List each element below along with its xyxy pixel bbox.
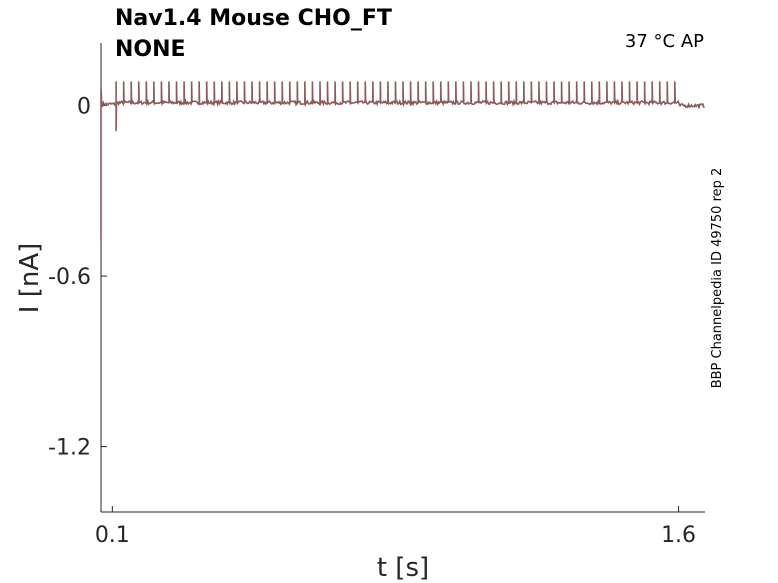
y-axis: 0 -0.6 -1.2 <box>48 43 107 512</box>
current-trace-line <box>100 81 705 240</box>
x-axis: 0.1 1.6 <box>95 506 705 548</box>
y-tick-label: 0 <box>77 95 91 120</box>
y-tick-label: -1.2 <box>48 436 91 461</box>
y-axis-label: I [nA] <box>15 243 45 313</box>
channelpedia-id-label: BBP Channelpedia ID 49750 rep 2 <box>710 168 725 389</box>
x-tick-label: 0.1 <box>95 523 130 548</box>
chart-title-line2: NONE <box>115 37 186 62</box>
x-tick-label: 1.6 <box>661 523 696 548</box>
y-tick-label: -0.6 <box>48 265 91 290</box>
temperature-protocol-label: 37 °C AP <box>625 31 704 52</box>
chart-title-line1: Nav1.4 Mouse CHO_FT <box>115 6 392 31</box>
x-axis-label: t [s] <box>377 553 429 583</box>
x-ticks: 0.1 1.6 <box>95 506 696 548</box>
y-ticks: 0 -0.6 -1.2 <box>48 95 107 461</box>
